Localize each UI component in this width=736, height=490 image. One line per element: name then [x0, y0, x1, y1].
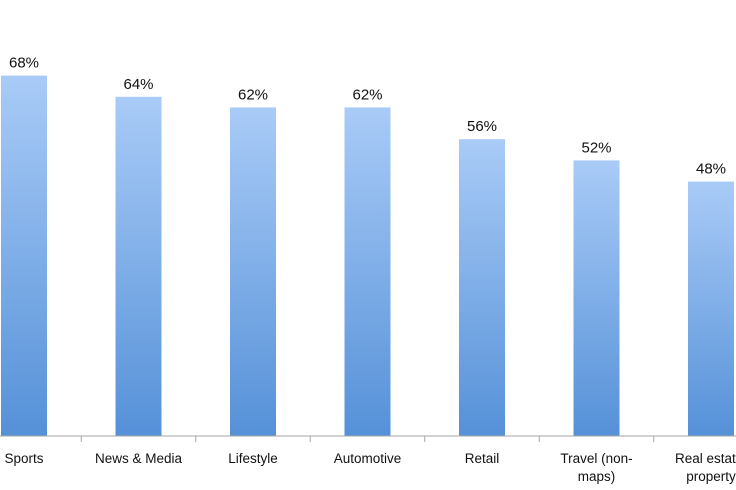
category-label-lifestyle: Lifestyle	[228, 451, 278, 466]
bar-real-estate-property	[688, 181, 734, 436]
category-labels-group: Sports News & Media Lifestyle Automotive Ret…	[4, 451, 736, 484]
bars-group	[1, 75, 734, 437]
x-axis-ticks	[80, 436, 655, 442]
bar-lifestyle	[230, 107, 276, 437]
category-label-real-estate-property: Real estate/property	[675, 451, 736, 484]
value-label-lifestyle: 62%	[238, 86, 268, 103]
value-label-sports: 68%	[9, 55, 39, 72]
bar-travel-non-maps	[573, 160, 620, 436]
category-label-travel-non-maps: Travel (non-maps)	[560, 451, 632, 484]
bar-news-media	[115, 96, 162, 437]
category-label-news-media: News & Media	[95, 451, 183, 466]
category-label-automotive: Automotive	[334, 451, 402, 466]
value-label-automotive: 62%	[352, 86, 382, 103]
bar-sports	[1, 75, 47, 436]
value-label-news-media: 64%	[123, 76, 153, 93]
value-labels-group: 68% 64% 62% 62% 56% 52% 48%	[9, 55, 726, 178]
category-label-retail: Retail	[465, 451, 500, 466]
value-label-travel-non-maps: 52%	[581, 139, 611, 156]
value-label-retail: 56%	[467, 118, 497, 135]
value-label-real-estate-property: 48%	[696, 161, 726, 178]
category-label-sports: Sports	[4, 451, 43, 466]
bar-automotive	[344, 107, 391, 437]
bar-retail	[459, 139, 505, 436]
